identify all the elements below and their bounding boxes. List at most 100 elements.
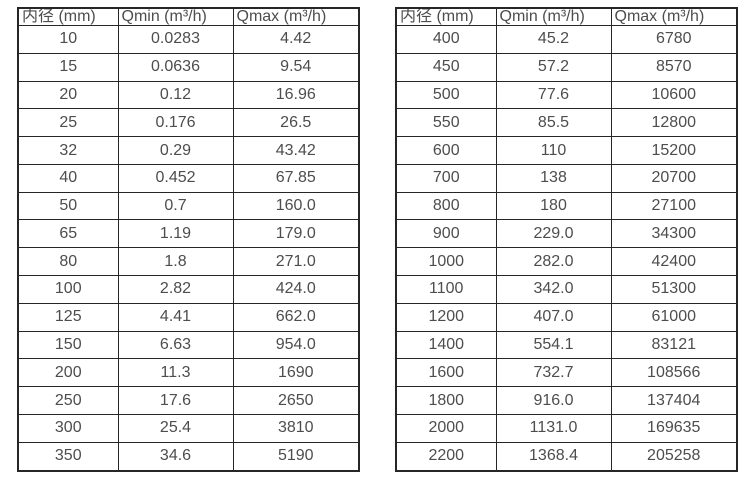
table-cell: 2.82 xyxy=(117,275,234,304)
table-header-row: 内径 (mm) Qmin (m³/h) Qmax (m³/h) xyxy=(17,7,360,26)
table-row: 1800 916.0 137404 xyxy=(395,386,738,415)
table-row: 600 110 15200 xyxy=(395,136,738,165)
table-cell: 0.29 xyxy=(117,136,234,165)
table-cell: 500 xyxy=(395,80,497,110)
table-cell: 180 xyxy=(495,191,612,221)
table-cell: 100 xyxy=(17,275,119,304)
table-cell: 0.0283 xyxy=(117,25,234,54)
table-cell: 250 xyxy=(17,386,119,415)
table-cell: 32 xyxy=(17,136,119,165)
table-cell: 6.63 xyxy=(117,330,234,360)
table-cell: 15200 xyxy=(610,136,738,165)
table-cell: 205258 xyxy=(610,441,738,472)
table-row: 300 25.4 3810 xyxy=(17,413,360,443)
table-cell: 42400 xyxy=(610,247,738,277)
table-cell: 2000 xyxy=(395,413,497,443)
table-cell: 1200 xyxy=(395,302,497,332)
table-cell: 1690 xyxy=(232,358,360,388)
table-row: 250 17.6 2650 xyxy=(17,386,360,415)
column-header-qmin: Qmin (m³/h) xyxy=(495,7,612,26)
table-body: 400 45.2 6780 450 57.2 8570 500 77.6 10600 550 85.… xyxy=(395,25,738,472)
table-row: 800 180 27100 xyxy=(395,191,738,221)
table-row: 400 45.2 6780 xyxy=(395,25,738,54)
table-cell: 34300 xyxy=(610,219,738,249)
table-cell: 179.0 xyxy=(232,219,360,249)
table-cell: 0.12 xyxy=(117,80,234,110)
table-row: 1400 554.1 83121 xyxy=(395,330,738,360)
table-row: 1600 732.7 108566 xyxy=(395,358,738,388)
table-cell: 450 xyxy=(395,52,497,82)
table-cell: 85.5 xyxy=(495,108,612,138)
table-cell: 1800 xyxy=(395,386,497,415)
table-cell: 1131.0 xyxy=(495,413,612,443)
table-cell: 10600 xyxy=(610,80,738,110)
table-cell: 43.42 xyxy=(232,136,360,165)
table-cell: 6780 xyxy=(610,25,738,54)
table-row: 900 229.0 34300 xyxy=(395,219,738,249)
table-cell: 40 xyxy=(17,163,119,193)
table-cell: 550 xyxy=(395,108,497,138)
table-cell: 26.5 xyxy=(232,108,360,138)
table-cell: 0.7 xyxy=(117,191,234,221)
table-cell: 229.0 xyxy=(495,219,612,249)
table-cell: 150 xyxy=(17,330,119,360)
table-cell: 800 xyxy=(395,191,497,221)
table-cell: 108566 xyxy=(610,358,738,388)
flow-rate-table-large-diameters: 内径 (mm) Qmin (m³/h) Qmax (m³/h) 400 45.2 6… xyxy=(395,7,738,472)
column-header-qmax: Qmax (m³/h) xyxy=(610,7,738,26)
table-cell: 1.8 xyxy=(117,247,234,277)
table-row: 25 0.176 26.5 xyxy=(17,108,360,138)
table-cell: 15 xyxy=(17,52,119,82)
table-cell: 34.6 xyxy=(117,441,234,472)
table-cell: 4.41 xyxy=(117,302,234,332)
table-cell: 600 xyxy=(395,136,497,165)
table-cell: 916.0 xyxy=(495,386,612,415)
table-cell: 137404 xyxy=(610,386,738,415)
table-cell: 17.6 xyxy=(117,386,234,415)
table-cell: 20 xyxy=(17,80,119,110)
table-row: 125 4.41 662.0 xyxy=(17,302,360,332)
column-header-diameter: 内径 (mm) xyxy=(17,7,119,26)
table-cell: 67.85 xyxy=(232,163,360,193)
table-row: 100 2.82 424.0 xyxy=(17,275,360,304)
table-cell: 1600 xyxy=(395,358,497,388)
table-row: 150 6.63 954.0 xyxy=(17,330,360,360)
table-cell: 407.0 xyxy=(495,302,612,332)
table-cell: 554.1 xyxy=(495,330,612,360)
table-cell: 12800 xyxy=(610,108,738,138)
table-cell: 10 xyxy=(17,25,119,54)
table-cell: 1100 xyxy=(395,275,497,304)
table-cell: 2650 xyxy=(232,386,360,415)
table-row: 1000 282.0 42400 xyxy=(395,247,738,277)
table-cell: 300 xyxy=(17,413,119,443)
table-cell: 110 xyxy=(495,136,612,165)
table-row: 65 1.19 179.0 xyxy=(17,219,360,249)
table-cell: 77.6 xyxy=(495,80,612,110)
table-cell: 662.0 xyxy=(232,302,360,332)
table-row: 700 138 20700 xyxy=(395,163,738,193)
table-row: 40 0.452 67.85 xyxy=(17,163,360,193)
table-cell: 9.54 xyxy=(232,52,360,82)
table-cell: 0.176 xyxy=(117,108,234,138)
table-row: 20 0.12 16.96 xyxy=(17,80,360,110)
table-row: 500 77.6 10600 xyxy=(395,80,738,110)
table-cell: 138 xyxy=(495,163,612,193)
table-cell: 282.0 xyxy=(495,247,612,277)
table-cell: 25.4 xyxy=(117,413,234,443)
table-cell: 5190 xyxy=(232,441,360,472)
table-cell: 160.0 xyxy=(232,191,360,221)
table-row: 10 0.0283 4.42 xyxy=(17,25,360,54)
table-cell: 51300 xyxy=(610,275,738,304)
table-cell: 1400 xyxy=(395,330,497,360)
table-cell: 3810 xyxy=(232,413,360,443)
table-cell: 1368.4 xyxy=(495,441,612,472)
table-row: 450 57.2 8570 xyxy=(395,52,738,82)
table-row: 350 34.6 5190 xyxy=(17,441,360,472)
table-cell: 424.0 xyxy=(232,275,360,304)
table-cell: 4.42 xyxy=(232,25,360,54)
table-cell: 0.0636 xyxy=(117,52,234,82)
column-header-qmin: Qmin (m³/h) xyxy=(117,7,234,26)
table-row: 1200 407.0 61000 xyxy=(395,302,738,332)
table-row: 2000 1131.0 169635 xyxy=(395,413,738,443)
table-cell: 0.452 xyxy=(117,163,234,193)
